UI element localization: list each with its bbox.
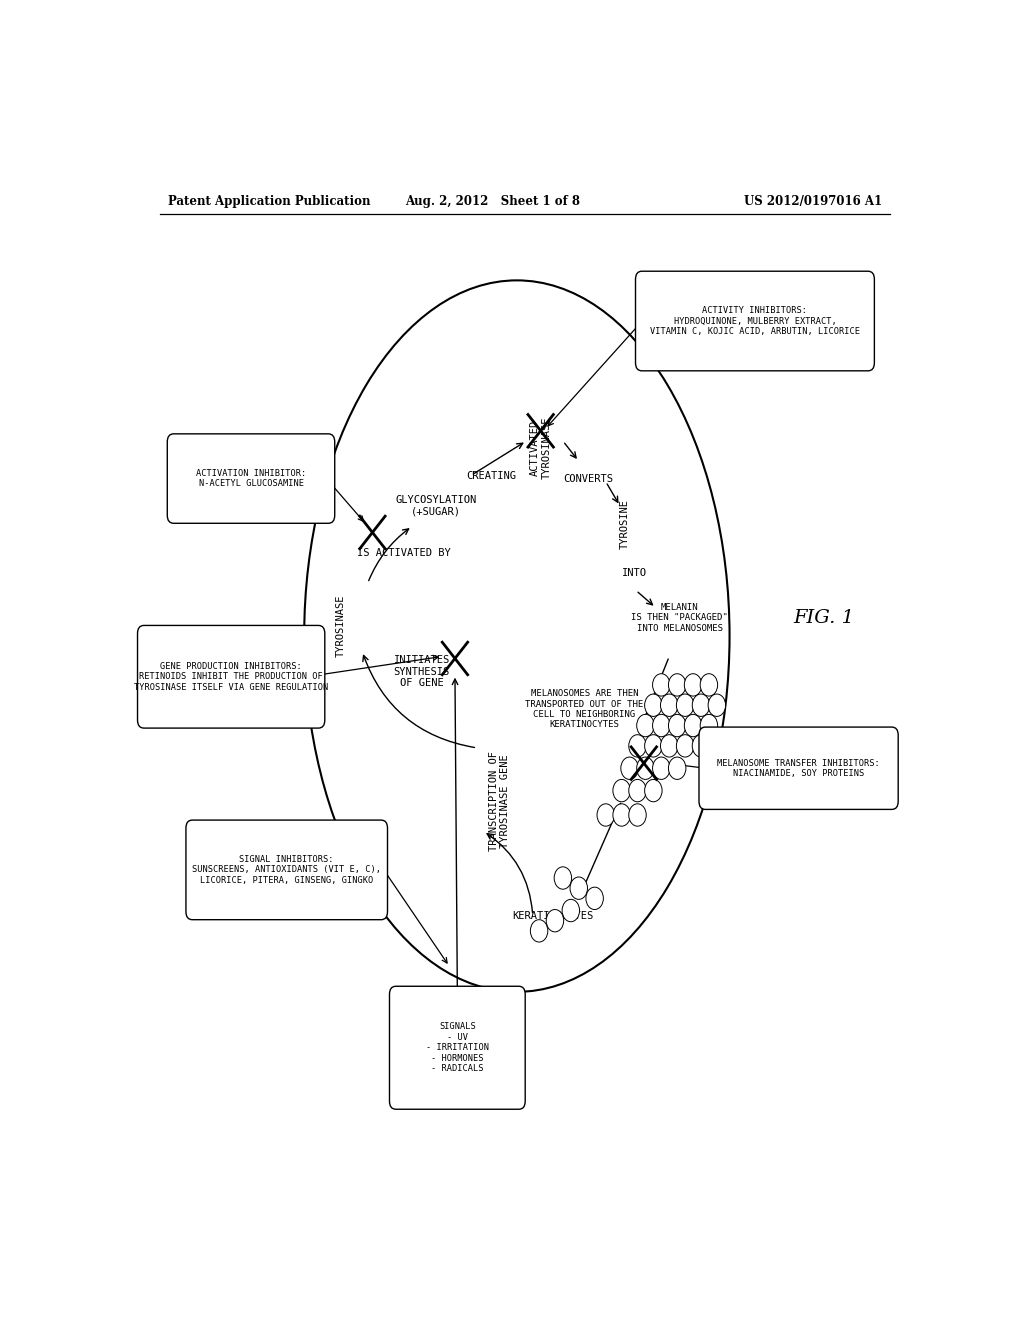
Text: TYROSINE: TYROSINE [620,499,630,549]
Circle shape [645,694,663,717]
FancyBboxPatch shape [137,626,325,729]
FancyBboxPatch shape [636,271,874,371]
Circle shape [677,694,694,717]
Circle shape [613,804,631,826]
Circle shape [629,735,646,758]
Circle shape [669,714,686,737]
Circle shape [652,758,670,779]
Circle shape [645,779,663,801]
Circle shape [586,887,603,909]
Text: GLYCOSYLATION
(+SUGAR): GLYCOSYLATION (+SUGAR) [395,495,476,517]
Circle shape [692,694,710,717]
Text: SIGNALS
- UV
- IRRITATION
- HORMONES
- RADICALS: SIGNALS - UV - IRRITATION - HORMONES - R… [426,1023,488,1073]
Text: MELANOSOME TRANSFER INHIBITORS:
NIACINAMIDE, SOY PROTEINS: MELANOSOME TRANSFER INHIBITORS: NIACINAM… [717,759,880,777]
Text: CONVERTS: CONVERTS [563,474,613,483]
Circle shape [570,876,588,899]
Circle shape [637,714,654,737]
Circle shape [546,909,563,932]
Text: MELANIN
IS THEN "PACKAGED"
INTO MELANOSOMES: MELANIN IS THEN "PACKAGED" INTO MELANOSO… [631,603,728,632]
Circle shape [700,673,718,696]
Text: MELANOSOMES ARE THEN
TRANSPORTED OUT OF THE
CELL TO NEIGHBORING
KERATINOCYTES: MELANOSOMES ARE THEN TRANSPORTED OUT OF … [525,689,643,730]
Circle shape [562,899,580,921]
Text: SIGNAL INHIBITORS:
SUNSCREENS, ANTIOXIDANTS (VIT E, C),
LICORICE, PITERA, GINSEN: SIGNAL INHIBITORS: SUNSCREENS, ANTIOXIDA… [193,855,381,884]
FancyBboxPatch shape [699,727,898,809]
Circle shape [597,804,614,826]
Circle shape [613,779,631,801]
Circle shape [684,673,701,696]
Circle shape [700,714,718,737]
Text: INTO: INTO [622,568,647,578]
Text: TRANSCRIPTION OF
TYROSINASE GENE: TRANSCRIPTION OF TYROSINASE GENE [488,751,510,851]
Text: US 2012/0197016 A1: US 2012/0197016 A1 [743,194,882,207]
FancyBboxPatch shape [186,820,387,920]
Circle shape [677,735,694,758]
Circle shape [652,714,670,737]
Circle shape [709,694,726,717]
Text: Aug. 2, 2012   Sheet 1 of 8: Aug. 2, 2012 Sheet 1 of 8 [406,194,581,207]
Circle shape [692,735,710,758]
Circle shape [669,673,686,696]
Text: GENE PRODUCTION INHIBITORS:
RETINOIDS INHIBIT THE PRODUCTION OF
TYROSINASE ITSEL: GENE PRODUCTION INHIBITORS: RETINOIDS IN… [134,661,329,692]
Text: ACTIVATION INHIBITOR:
N-ACETYL GLUCOSAMINE: ACTIVATION INHIBITOR: N-ACETYL GLUCOSAMI… [196,469,306,488]
Circle shape [645,735,663,758]
Ellipse shape [304,280,729,991]
Circle shape [554,867,571,890]
Circle shape [621,758,638,779]
Text: CREATING: CREATING [467,470,516,480]
Text: Patent Application Publication: Patent Application Publication [168,194,371,207]
Text: ACTIVATED
TYROSINASE: ACTIVATED TYROSINASE [529,417,552,479]
Circle shape [530,920,548,942]
Circle shape [660,735,678,758]
Text: TYROSINASE: TYROSINASE [336,595,346,657]
Circle shape [629,779,646,801]
Text: IS ACTIVATED BY: IS ACTIVATED BY [356,548,451,558]
Circle shape [652,673,670,696]
Text: ACTIVITY INHIBITORS:
HYDROQUINONE, MULBERRY EXTRACT,
VITAMIN C, KOJIC ACID, ARBU: ACTIVITY INHIBITORS: HYDROQUINONE, MULBE… [650,306,860,335]
Circle shape [669,758,686,779]
FancyBboxPatch shape [389,986,525,1109]
Text: INITIATES
SYNTHESIS
OF GENE: INITIATES SYNTHESIS OF GENE [393,655,450,688]
Circle shape [684,714,701,737]
Circle shape [660,694,678,717]
Circle shape [637,758,654,779]
FancyBboxPatch shape [167,434,335,523]
Circle shape [629,804,646,826]
Text: KERATINOCYTES: KERATINOCYTES [513,911,594,920]
Text: FIG. 1: FIG. 1 [793,609,854,627]
